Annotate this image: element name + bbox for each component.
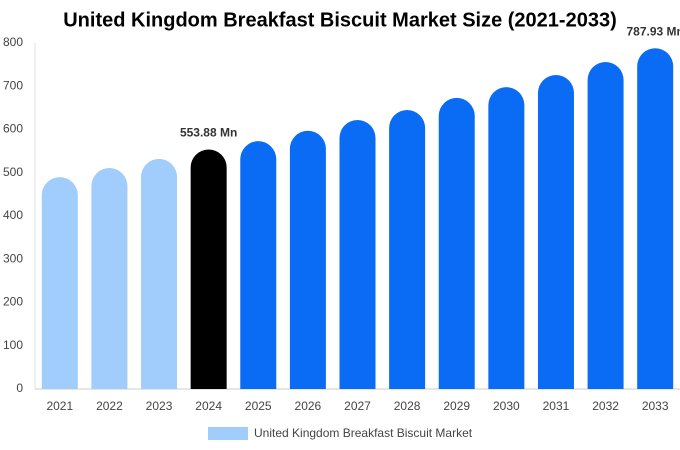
bar bbox=[438, 97, 475, 390]
bar bbox=[587, 62, 624, 390]
x-tick-label: 2026 bbox=[295, 399, 322, 413]
x-tick-label: 2031 bbox=[543, 399, 570, 413]
y-tick-label: 700 bbox=[3, 78, 23, 92]
legend-swatch bbox=[208, 427, 248, 440]
x-tick-label: 2033 bbox=[642, 399, 669, 413]
y-tick-label: 400 bbox=[3, 208, 23, 222]
legend-label: United Kingdom Breakfast Biscuit Market bbox=[254, 426, 473, 440]
y-tick-label: 300 bbox=[3, 251, 23, 265]
bar bbox=[190, 149, 227, 389]
bar bbox=[488, 87, 525, 389]
x-tick-label: 2024 bbox=[195, 399, 222, 413]
bar bbox=[91, 167, 128, 389]
y-tick-label: 100 bbox=[3, 338, 23, 352]
y-tick-label: 800 bbox=[3, 35, 23, 49]
y-tick-label: 0 bbox=[16, 381, 23, 395]
y-tick-label: 600 bbox=[3, 122, 23, 136]
bar bbox=[537, 75, 574, 389]
bar bbox=[637, 48, 674, 389]
bar bbox=[41, 177, 78, 389]
bar bbox=[141, 158, 178, 389]
value-label: 553.88 Mn bbox=[180, 126, 237, 140]
bar bbox=[289, 130, 326, 390]
bar bbox=[339, 119, 376, 390]
value-label: 787.93 Mn bbox=[627, 24, 680, 38]
x-tick-label: 2021 bbox=[46, 399, 73, 413]
y-tick-label: 200 bbox=[3, 295, 23, 309]
x-tick-label: 2029 bbox=[443, 399, 470, 413]
bar bbox=[389, 110, 426, 389]
bar bbox=[240, 141, 277, 389]
x-tick-label: 2028 bbox=[394, 399, 421, 413]
y-tick-label: 500 bbox=[3, 165, 23, 179]
x-tick-label: 2025 bbox=[245, 399, 272, 413]
x-tick-label: 2030 bbox=[493, 399, 520, 413]
x-tick-label: 2027 bbox=[344, 399, 371, 413]
x-tick-label: 2022 bbox=[96, 399, 123, 413]
chart-title: United Kingdom Breakfast Biscuit Market … bbox=[63, 9, 617, 31]
x-tick-label: 2023 bbox=[146, 399, 173, 413]
x-tick-label: 2032 bbox=[592, 399, 619, 413]
